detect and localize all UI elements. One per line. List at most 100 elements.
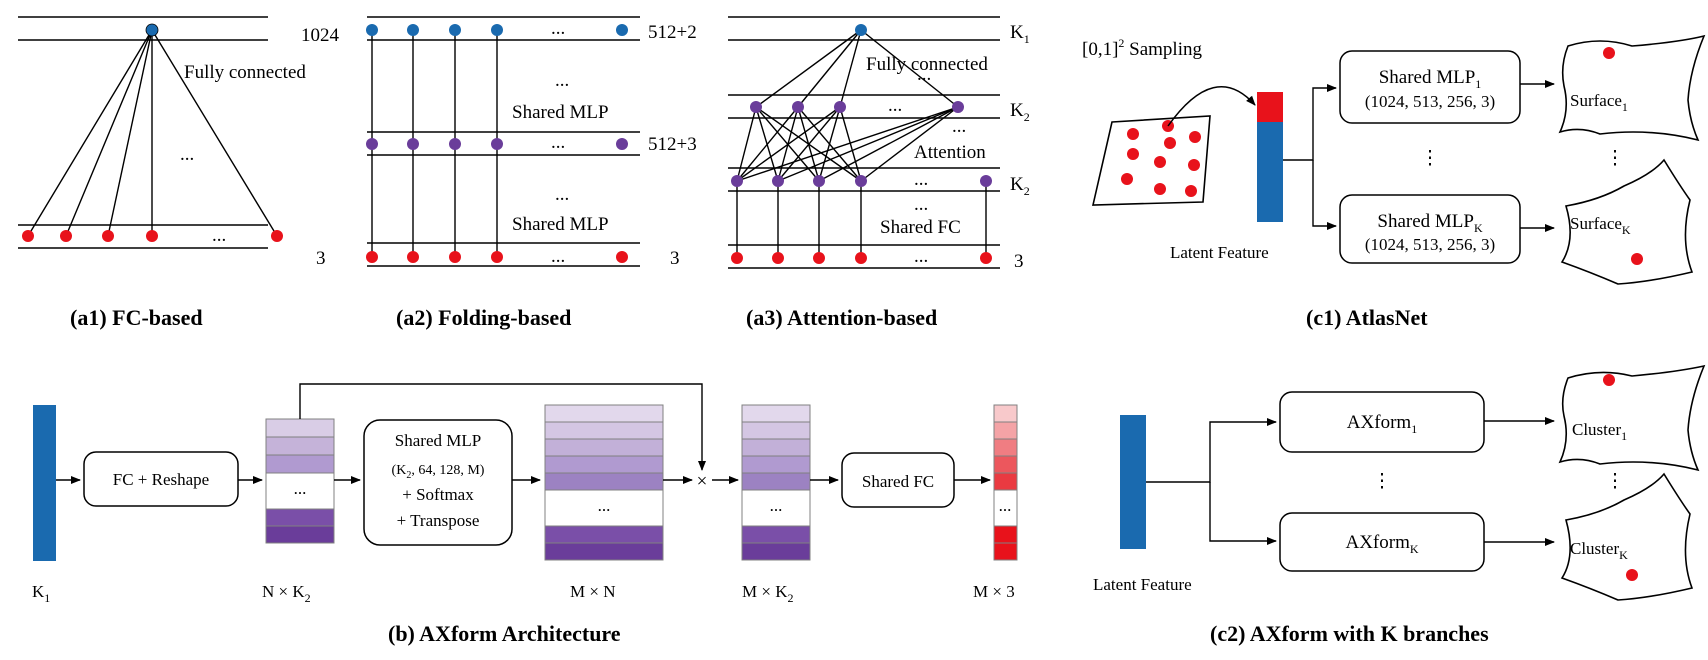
a1-caption: (a1) FC-based: [70, 305, 203, 330]
b-fc-reshape-box: [83, 451, 239, 507]
a1-bottom-label: 3: [316, 248, 326, 269]
a1-dots-bottom: ...: [212, 225, 226, 246]
b-mk2-matrix: ...: [741, 404, 811, 561]
a2-dots-4: ...: [555, 70, 569, 91]
c2-axform-1-label: AXform1: [1347, 412, 1417, 436]
panel-a1-fc-based: ... ... 1024 3 Fully connected (a1) FC-b…: [18, 16, 340, 330]
b-k1-bar: [33, 405, 56, 561]
a3-attention-edges: [736, 106, 959, 182]
a2-bottom-label: 3: [670, 248, 680, 269]
a3-dots-1: ...: [917, 64, 931, 85]
a3-dots-5: ...: [914, 194, 928, 215]
b-mk2-dots: ...: [770, 496, 783, 515]
a2-top-label: 512+2: [648, 22, 697, 43]
a1-top-node: [145, 23, 159, 37]
a3-fully-connected: Fully connected: [866, 54, 988, 75]
a2-output-nodes: [366, 251, 628, 263]
c2-axform-1-box: [1279, 391, 1485, 453]
a2-vertical-links: [371, 30, 498, 257]
a3-top-label: K1: [1010, 22, 1030, 46]
panel-c2-axform-k-branches: Latent Feature AXform1 AXformK ⋮ Cluster…: [1093, 364, 1706, 646]
a2-dots-1: ...: [551, 18, 565, 39]
c2-vdots-mid: ⋮: [1373, 471, 1392, 492]
b-caption: (b) AXform Architecture: [388, 621, 621, 646]
b-mk2-label: M × K2: [742, 582, 793, 605]
a1-fc-edges: [27, 29, 278, 237]
a2-caption: (a2) Folding-based: [396, 305, 571, 330]
a2-dots-3: ...: [551, 246, 565, 267]
a1-output-nodes: [22, 230, 283, 242]
panel-a3-attention-based: Fully connected ... ... ... Attention ..…: [728, 16, 1030, 330]
b-mlp-line3: + Softmax: [402, 485, 474, 504]
c1-sampling-arrow: [1167, 86, 1256, 127]
c1-vdots-mid: ⋮: [1421, 148, 1440, 169]
c2-caption: (c2) AXform with K branches: [1210, 621, 1489, 646]
b-mn-matrix: ...: [544, 404, 664, 561]
b-nk2-matrix: ...: [265, 418, 335, 544]
a2-top-nodes: [366, 24, 628, 36]
a2-dots-2: ...: [551, 132, 565, 153]
a2-mid-label: 512+3: [648, 134, 697, 155]
c1-sampling-label: [0,1]2 Sampling: [1082, 36, 1202, 60]
c2-vdots-right: ⋮: [1606, 471, 1625, 492]
c1-mlpk-title: Shared MLPK: [1377, 211, 1483, 235]
a2-shared-mlp-1: Shared MLP: [512, 102, 609, 123]
b-m3-matrix: ...: [993, 404, 1018, 561]
a3-low-label: K2: [1010, 174, 1030, 198]
b-fc-reshape-label: FC + Reshape: [113, 470, 209, 489]
c1-surface-k: [1560, 158, 1694, 285]
c2-latent-bar: [1120, 415, 1146, 549]
a3-dots-4: ...: [914, 169, 928, 190]
b-nk2-label: N × K2: [262, 582, 311, 605]
a3-bottom-label: 3: [1014, 251, 1024, 272]
c1-surface-k-label: SurfaceK: [1570, 214, 1631, 237]
panel-a2-folding-based: ... ... ... ... ... Shared MLP Shared ML…: [366, 16, 697, 330]
c1-vdots-right: ⋮: [1606, 148, 1625, 169]
a1-dots-mid: ...: [180, 144, 194, 165]
b-m3-label: M × 3: [973, 582, 1015, 601]
a3-dots-3: ...: [952, 116, 966, 137]
a3-mid-nodes: [750, 101, 964, 113]
c1-latent-label: Latent Feature: [1170, 243, 1269, 262]
c1-sampling-square: [1091, 115, 1211, 206]
c1-mlp1-title: Shared MLP1: [1379, 67, 1482, 91]
a3-low-nodes: [731, 175, 992, 187]
a3-shared-fc-links: [736, 181, 987, 258]
a3-attention: Attention: [914, 142, 986, 163]
b-multiply: ×: [697, 471, 708, 492]
a2-shared-mlp-2: Shared MLP: [512, 214, 609, 235]
a3-fc-edges: [755, 29, 959, 108]
c1-mlpk-dims: (1024, 513, 256, 3): [1365, 235, 1495, 254]
b-nk2-dots: ...: [294, 479, 307, 498]
a3-caption: (a3) Attention-based: [746, 305, 937, 330]
b-mn-dots: ...: [598, 496, 611, 515]
c1-mlp1-dims: (1024, 513, 256, 3): [1365, 92, 1495, 111]
c2-axform-k-label: AXformK: [1345, 532, 1418, 556]
c2-cluster-k-label: ClusterK: [1570, 539, 1628, 562]
c2-cluster-k: [1560, 472, 1694, 601]
b-shared-fc-label: Shared FC: [862, 472, 934, 491]
c1-shared-mlp-k-box: [1339, 194, 1521, 264]
a3-shared-fc: Shared FC: [880, 217, 961, 238]
a2-mid-nodes: [366, 138, 628, 150]
a3-top-node: [855, 24, 867, 36]
c2-cluster-1: [1558, 364, 1706, 472]
a3-output-nodes: [731, 252, 992, 264]
a1-top-label: 1024: [301, 25, 340, 46]
a3-dots-6: ...: [914, 246, 928, 267]
a2-dots-5: ...: [555, 184, 569, 205]
c1-sample-cell: [1257, 92, 1283, 122]
b-mlp-line4: + Transpose: [397, 511, 480, 530]
b-shared-mlp-box: [363, 419, 513, 546]
a3-dots-2: ...: [888, 95, 902, 116]
panel-b-axform-architecture: K1 FC + Reshape ... N × K2 Shared MLP (K…: [32, 383, 1018, 646]
c1-surface-1-label: Surface1: [1570, 91, 1628, 114]
c1-latent-bar: [1257, 122, 1283, 222]
a1-fully-connected: Fully connected: [184, 62, 306, 83]
c1-caption: (c1) AtlasNet: [1306, 305, 1428, 330]
b-m3-dots: ...: [999, 496, 1012, 515]
c2-latent-label: Latent Feature: [1093, 575, 1192, 594]
b-k1-label: K1: [32, 582, 50, 605]
c2-cluster-1-label: Cluster1: [1572, 420, 1627, 443]
